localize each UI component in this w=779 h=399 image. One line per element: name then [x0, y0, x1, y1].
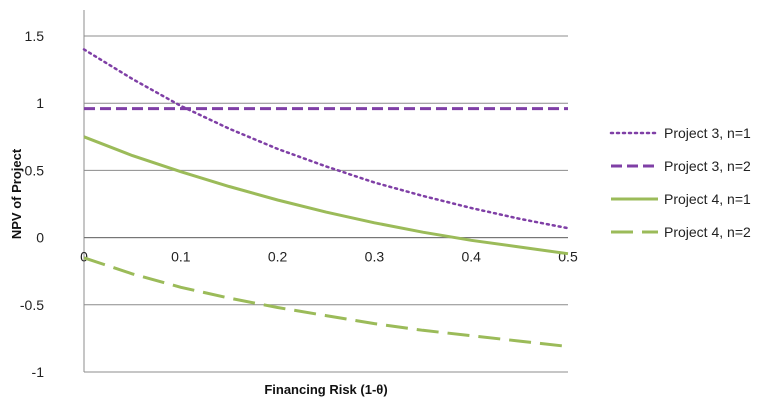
- series-lines: [82, 48, 570, 348]
- x-tick-label: 0.1: [171, 249, 191, 265]
- legend-item: Project 3, n=2: [611, 158, 751, 174]
- x-axis-title: Financing Risk (1-θ): [264, 382, 387, 397]
- legend: Project 3, n=1 Project 3, n=2 Project 4, n…: [609, 125, 751, 240]
- y-tick-label: -0.5: [20, 297, 44, 313]
- legend-item: Project 4, n=1: [611, 191, 751, 207]
- x-tick-label: 0.4: [461, 249, 481, 265]
- x-tick-label: 0: [80, 249, 88, 265]
- legend-item: Project 4, n=2: [611, 224, 751, 240]
- legend-label: Project 3, n=1: [664, 125, 751, 141]
- series-line-1: [82, 48, 570, 230]
- y-tick-labels: 1.5 1 0.5 0 -0.5 -1: [20, 28, 44, 380]
- legend-label: Project 4, n=2: [664, 224, 751, 240]
- y-tick-label: 0: [36, 230, 44, 246]
- series-line-3: [83, 135, 569, 256]
- x-tick-label: 0.3: [365, 249, 385, 265]
- y-axis-title: NPV of Project: [9, 148, 24, 239]
- y-tick-label: 1: [36, 95, 44, 111]
- x-tick-label: 0.5: [558, 249, 578, 265]
- legend-label: Project 3, n=2: [664, 158, 751, 174]
- grid-lines: [84, 35, 568, 373]
- axes: [83, 10, 568, 372]
- x-tick-label: 0.2: [268, 249, 288, 265]
- y-tick-label: 0.5: [25, 162, 45, 178]
- x-tick-labels: 0 0.1 0.2 0.3 0.4 0.5: [80, 249, 578, 265]
- series-line-4: [83, 256, 569, 348]
- legend-item: Project 3, n=1: [609, 125, 751, 141]
- legend-label: Project 4, n=1: [664, 191, 751, 207]
- y-tick-label: -1: [32, 364, 45, 380]
- y-tick-label: 1.5: [25, 28, 45, 44]
